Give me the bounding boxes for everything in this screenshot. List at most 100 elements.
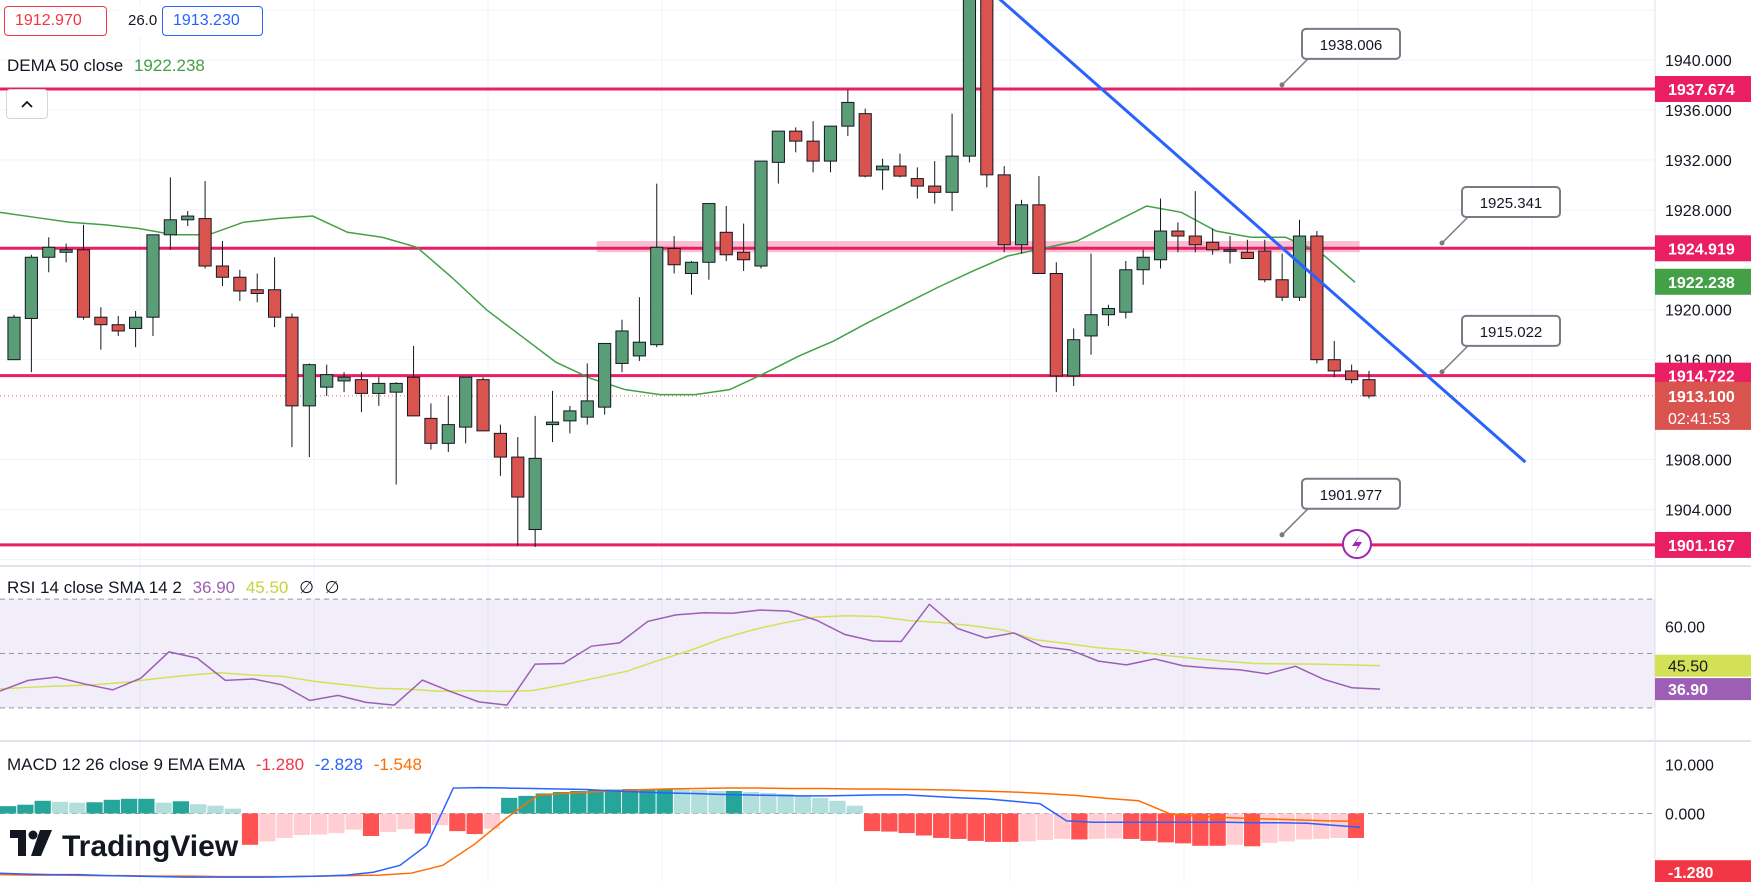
candle-body <box>1258 250 1272 281</box>
macd-histogram-bar <box>552 791 570 814</box>
lightning-icon <box>1342 529 1372 559</box>
macd-histogram-bar <box>1261 813 1278 843</box>
macd-histogram-bar <box>725 790 742 814</box>
macd-histogram-bar <box>777 793 794 814</box>
buy-price-box[interactable]: 1913.230 <box>162 6 263 36</box>
macd-histogram-bar <box>639 789 656 814</box>
rsi-line <box>0 603 1381 706</box>
macd-legend[interactable]: MACD 12 26 close 9 EMA EMA -1.280 -2.828… <box>7 755 428 775</box>
rsi-legend-empty-1: ∅ <box>299 578 314 597</box>
rsi-tag <box>1655 678 1751 701</box>
candle-body <box>1084 314 1098 337</box>
candle-body <box>702 203 716 263</box>
macd-histogram-bar <box>293 813 311 836</box>
level-price-tag <box>1655 75 1751 102</box>
candle-body <box>928 185 942 193</box>
macd-signal-legend-value: -1.548 <box>373 755 422 774</box>
tradingview-logo[interactable]: TradingView <box>10 830 238 864</box>
dema-price-tag <box>1655 268 1751 295</box>
candle-body <box>1240 251 1254 260</box>
candles <box>7 0 1376 548</box>
callout-anchor <box>1279 532 1285 538</box>
candle-body <box>1049 273 1063 377</box>
rsi-sma-tag-label: 45.50 <box>1668 659 1708 676</box>
candle-body <box>1310 235 1324 361</box>
candle-body <box>1345 370 1359 381</box>
candle-body <box>1223 249 1237 252</box>
candle-body <box>320 374 334 388</box>
callout-anchor <box>1439 240 1445 246</box>
macd-histogram-bar <box>362 813 380 837</box>
candle-body <box>598 342 612 408</box>
candle-body <box>771 130 785 163</box>
candle-body <box>632 341 646 357</box>
candle-body <box>493 432 507 458</box>
callout-box <box>1461 186 1561 219</box>
macd-histogram-bar <box>1036 813 1053 840</box>
buy-price: 1913.230 <box>173 12 240 29</box>
dema-line <box>0 205 1356 396</box>
supply-zone <box>596 241 1360 253</box>
macd-histogram-bar <box>172 801 190 814</box>
candle-body <box>719 231 733 256</box>
macd-histogram-bar <box>535 793 552 814</box>
trend-line <box>998 0 1527 464</box>
callout-label: 1915.022 <box>1480 324 1543 341</box>
tradingview-logo-text: TradingView <box>62 830 239 863</box>
macd-histogram-bar <box>1140 813 1157 841</box>
rsi-tag-label: 36.90 <box>1668 682 1708 699</box>
macd-histogram-bar <box>915 813 933 836</box>
candle-body <box>997 174 1011 246</box>
macd-histogram-bar <box>207 805 224 814</box>
macd-histogram-bar <box>1226 813 1244 845</box>
candle-body <box>545 421 560 426</box>
callout-label: 1925.341 <box>1480 195 1543 212</box>
macd-histogram-bar <box>691 790 708 814</box>
macd-histogram-bar <box>155 802 172 814</box>
macd-histogram-bar <box>1174 813 1192 844</box>
sell-price-box[interactable]: 1912.970 <box>4 6 107 36</box>
macd-histogram-bar <box>1019 813 1036 842</box>
macd-histogram-bar <box>380 813 397 833</box>
candle-body <box>823 125 838 162</box>
price-axis-tick: 1940.000 <box>1665 53 1732 70</box>
candle-body <box>1014 204 1029 246</box>
bar-countdown-label: 02:41:53 <box>1668 411 1730 428</box>
dema-legend[interactable]: DEMA 50 close 1922.238 <box>7 56 211 76</box>
dema-legend-name: DEMA 50 close <box>7 56 124 75</box>
sell-price: 1912.970 <box>15 12 82 29</box>
macd-histogram-bar <box>17 804 34 814</box>
candle-body <box>1153 230 1168 261</box>
macd-histogram-bar <box>241 813 259 845</box>
candle-body <box>250 289 264 294</box>
candle-body <box>24 256 38 319</box>
macd-histogram-bar <box>622 789 639 814</box>
price-axis-tick: 1920.000 <box>1665 303 1732 320</box>
macd-legend-title: MACD 12 26 close 9 EMA EMA <box>7 755 246 774</box>
macd-histogram-bar <box>86 802 103 814</box>
macd-histogram-bar <box>708 790 725 814</box>
macd-histogram-bar <box>812 797 829 814</box>
candle-body <box>737 251 751 261</box>
candle-body <box>511 456 525 498</box>
callout-box <box>1301 477 1401 510</box>
candle-body <box>1362 379 1376 397</box>
macd-histogram-bar <box>984 813 1002 842</box>
macd-histogram-bar <box>276 813 293 838</box>
rsi-legend-title: RSI 14 close SMA 14 2 <box>7 578 182 597</box>
macd-histogram-bar <box>328 813 345 834</box>
macd-histogram-bar <box>829 800 846 814</box>
candle-body <box>945 155 959 193</box>
candle-body <box>1206 241 1220 251</box>
candle-body <box>1032 204 1046 275</box>
rsi-legend[interactable]: RSI 14 close SMA 14 2 36.90 45.50 ∅ ∅ <box>7 578 345 598</box>
macd-histogram-bar <box>1157 813 1174 843</box>
macd-histogram-bar <box>414 813 431 834</box>
callout-anchor <box>1439 369 1445 375</box>
candle-body <box>146 234 160 318</box>
macd-histogram-bar <box>449 813 466 832</box>
collapse-legend-button[interactable] <box>6 89 48 119</box>
macd-axis-tick: 10.000 <box>1665 758 1714 775</box>
chevron-up-icon <box>21 100 33 108</box>
